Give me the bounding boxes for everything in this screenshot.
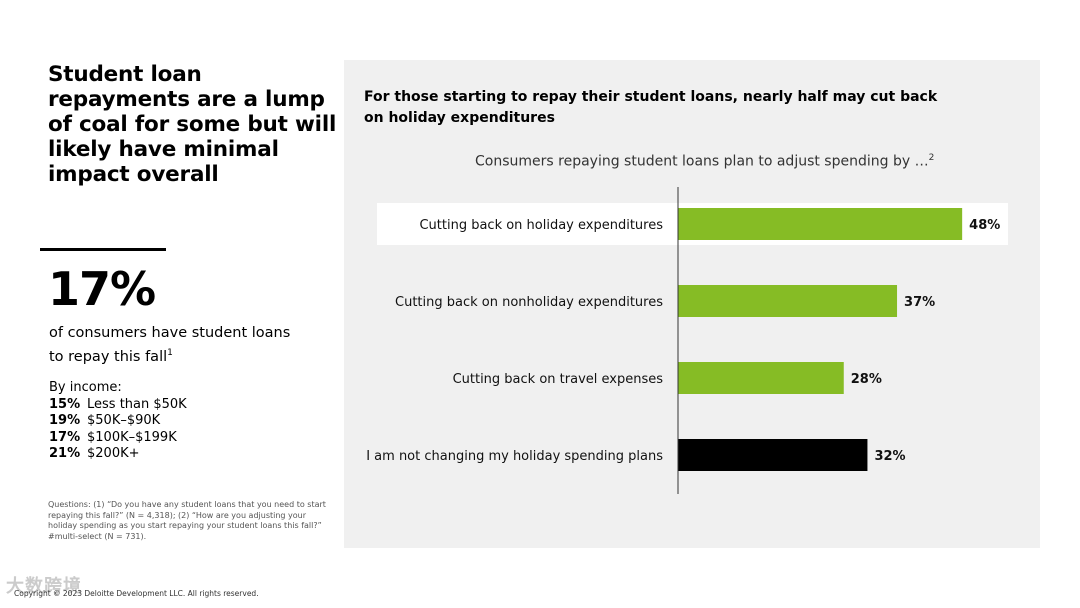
income-row: 21% $200K+ — [49, 446, 187, 463]
value-label: 37% — [904, 295, 935, 310]
value-label: 32% — [874, 449, 905, 464]
left-column: Student loan repayments are a lump of co… — [48, 62, 338, 187]
stat-description: of consumers have student loans to repay… — [49, 323, 309, 367]
watermark: 大数跨境 — [6, 576, 82, 597]
income-title: By income: — [49, 380, 122, 395]
survey-questions-note: Questions: (1) “Do you have any student … — [48, 500, 326, 541]
income-pct: 15% — [49, 396, 81, 412]
bar — [678, 285, 898, 317]
income-row: 15% Less than $50K — [49, 397, 187, 414]
value-label: 28% — [851, 372, 882, 387]
bar — [678, 208, 963, 240]
bar — [678, 362, 844, 394]
value-label: 48% — [969, 218, 1000, 233]
income-breakdown: By income: 15% Less than $50K 19% $50K–$90… — [49, 380, 187, 463]
income-row: 17% $100K–$199K — [49, 430, 187, 447]
chart-title: Consumers repaying student loans plan to… — [475, 153, 934, 170]
bar — [678, 439, 868, 471]
big-stat: 17% — [48, 262, 156, 316]
income-label: $50K–$90K — [87, 413, 161, 428]
income-label: $200K+ — [87, 446, 140, 461]
chart-panel: For those starting to repay their studen… — [344, 60, 1040, 548]
income-row: 19% $50K–$90K — [49, 413, 187, 430]
income-pct: 21% — [49, 446, 81, 461]
divider — [40, 248, 166, 251]
headline: Student loan repayments are a lump of co… — [48, 62, 337, 187]
income-pct: 19% — [49, 413, 81, 428]
category-label: Cutting back on holiday expenditures — [419, 218, 663, 233]
category-label: Cutting back on travel expenses — [453, 372, 664, 387]
panel-title: For those starting to repay their studen… — [364, 89, 938, 126]
income-label: Less than $50K — [87, 396, 187, 412]
chart-title-footnote: 2 — [928, 153, 935, 163]
category-label: I am not changing my holiday spending pl… — [366, 449, 663, 464]
income-label: $100K–$199K — [87, 429, 177, 445]
income-pct: 17% — [49, 429, 81, 445]
copyright: Copyright © 2023 Deloitte Development LL… — [14, 589, 259, 598]
stat-footnote-marker: 1 — [167, 348, 173, 358]
bar-chart: Cutting back on holiday expenditures 48% C… — [366, 187, 1008, 494]
chart-title-text: Consumers repaying student loans plan to… — [475, 153, 929, 170]
category-label: Cutting back on nonholiday expenditures — [395, 295, 663, 310]
stat-description-text: of consumers have student loans to repay… — [49, 325, 291, 365]
